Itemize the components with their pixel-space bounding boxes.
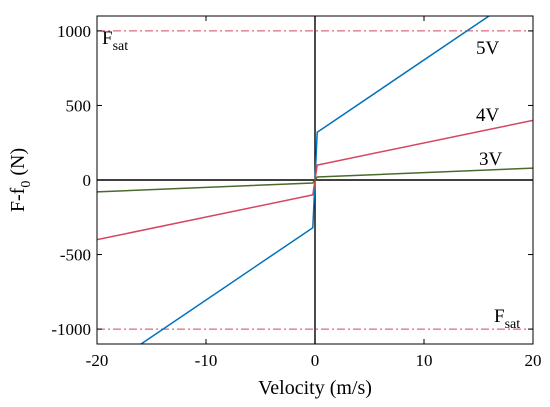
y-label-main: F-f (7, 187, 29, 212)
y-label-tail: (N) (7, 148, 29, 181)
y-label-sub: 0 (19, 181, 34, 188)
fsat-label-top: Fsat (102, 28, 128, 54)
x-axis-label: Velocity (m/s) (258, 377, 372, 399)
x-tick-label: 0 (311, 351, 320, 370)
series-line-3v (97, 167, 533, 193)
fsat-top-sub: sat (113, 39, 129, 54)
fsat-bottom-sub: sat (505, 317, 521, 332)
x-tick-label: -10 (195, 351, 218, 370)
x-tick-label: 20 (525, 351, 542, 370)
series-label-5v: 5V (476, 38, 500, 59)
y-axis-label: F-f0 (N) (7, 148, 34, 212)
series-group (97, 16, 533, 344)
tick-marks (96, 16, 534, 344)
series-label-4v: 4V (476, 105, 500, 126)
fsat-bottom-main: F (494, 306, 505, 327)
series-label-3v: 3V (479, 149, 503, 170)
y-tick-label: 0 (83, 171, 92, 190)
y-tick-label: -500 (60, 246, 91, 265)
y-tick-label: 1000 (57, 22, 91, 41)
saturation-lines (97, 30, 533, 330)
y-tick-label: 500 (66, 96, 92, 115)
y-tick-label: -1000 (51, 320, 91, 339)
x-tick-label: -20 (86, 351, 109, 370)
tick-labels: -20 -10 0 10 20 -1000 -500 0 500 1000 (51, 22, 541, 370)
x-tick-label: 10 (416, 351, 433, 370)
fsat-top-main: F (102, 28, 113, 49)
fsat-label-bottom: Fsat (494, 306, 520, 332)
